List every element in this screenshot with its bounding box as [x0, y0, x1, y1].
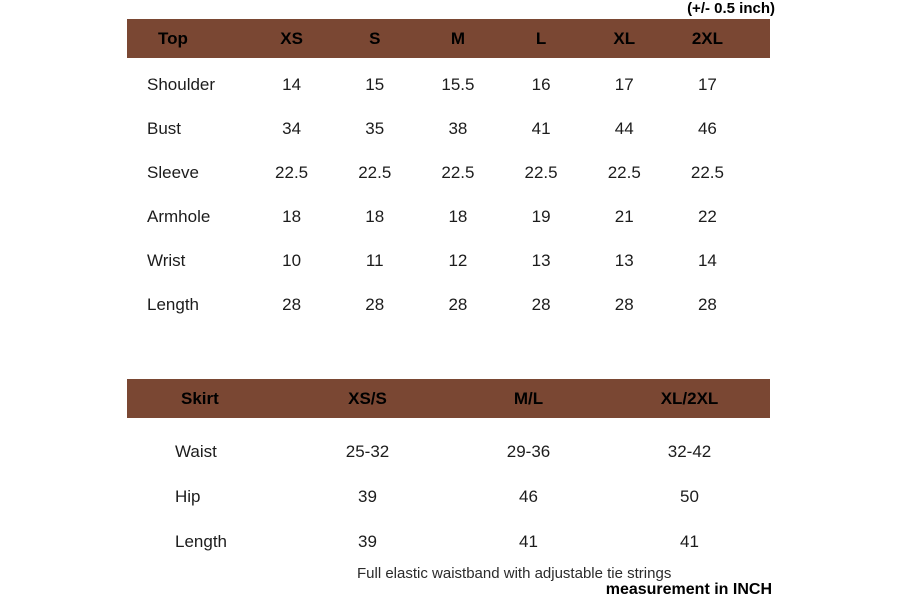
sleeve-xs: 22.5 [275, 163, 309, 182]
size-col-s: S [369, 28, 381, 48]
shoulder-s: 15 [365, 75, 385, 94]
size-col-m: M [450, 28, 465, 48]
shoulder-l: 16 [531, 75, 551, 94]
top-size-table: Top XS S M L XL 2XL Shoulder 14 15 15.5 … [127, 19, 770, 327]
shoulder-m: 15.5 [441, 75, 475, 94]
waist-xl-2xl: 32-42 [667, 441, 712, 461]
tolerance-note: (+/- 0.5 inch) [687, 0, 775, 17]
top-length-2xl: 28 [697, 295, 717, 314]
top-length-l: 28 [531, 295, 551, 314]
shoulder-xs: 14 [282, 75, 302, 94]
row-label: Armhole [147, 207, 211, 226]
hip-xs-s: 39 [358, 486, 377, 506]
size-col-xs: XS [280, 28, 303, 48]
row-skirt-length: Length 39 41 41 [127, 519, 770, 564]
hip-xl-2xl: 50 [680, 486, 699, 506]
skirt-length-xs-s: 39 [358, 531, 377, 551]
sleeve-l: 22.5 [524, 163, 558, 182]
waist-m-l: 29-36 [506, 441, 551, 461]
size-col-xs-s: XS/S [348, 388, 387, 408]
wrist-s: 11 [365, 251, 384, 270]
row-wrist: Wrist 10 11 12 13 13 14 [127, 239, 770, 283]
row-bust: Bust 34 35 38 41 44 46 [127, 107, 770, 151]
waist-xs-s: 25-32 [345, 441, 390, 461]
row-label: Wrist [147, 251, 186, 270]
bust-2xl: 46 [697, 119, 717, 138]
skirt-size-table: Skirt XS/S M/L XL/2XL Waist 25-32 29-36 … [127, 379, 770, 564]
wrist-m: 12 [448, 251, 468, 270]
row-label: Waist [175, 441, 217, 461]
sleeve-2xl: 22.5 [690, 163, 724, 182]
size-col-m-l: M/L [513, 388, 544, 408]
top-length-m: 28 [448, 295, 468, 314]
top-length-s: 28 [365, 295, 385, 314]
waistband-note: Full elastic waistband with adjustable t… [357, 565, 672, 582]
armhole-2xl: 22 [697, 207, 717, 226]
bust-m: 38 [448, 119, 468, 138]
size-col-2xl: 2XL [691, 28, 723, 48]
skirt-length-xl-2xl: 41 [680, 531, 699, 551]
armhole-s: 18 [365, 207, 385, 226]
armhole-xl: 21 [614, 207, 634, 226]
row-hip: Hip 39 46 50 [127, 474, 770, 519]
sleeve-m: 22.5 [441, 163, 475, 182]
row-sleeve: Sleeve 22.5 22.5 22.5 22.5 22.5 22.5 [127, 151, 770, 195]
shoulder-2xl: 17 [697, 75, 717, 94]
row-armhole: Armhole 18 18 18 19 21 22 [127, 195, 770, 239]
skirt-table-title: Skirt [181, 388, 219, 408]
size-col-xl: XL [613, 28, 636, 48]
skirt-table-header-row: Skirt XS/S M/L XL/2XL [127, 379, 770, 418]
row-label: Length [147, 295, 199, 314]
armhole-m: 18 [448, 207, 468, 226]
sleeve-s: 22.5 [358, 163, 392, 182]
wrist-2xl: 14 [697, 251, 717, 270]
wrist-l: 13 [531, 251, 551, 270]
top-table-header-row: Top XS S M L XL 2XL [127, 19, 770, 58]
armhole-xs: 18 [282, 207, 302, 226]
wrist-xl: 13 [614, 251, 634, 270]
top-table-body: Shoulder 14 15 15.5 16 17 17 Bust 34 35 … [127, 63, 770, 327]
row-shoulder: Shoulder 14 15 15.5 16 17 17 [127, 63, 770, 107]
row-top-length: Length 28 28 28 28 28 28 [127, 283, 770, 327]
skirt-table-body: Waist 25-32 29-36 32-42 Hip 39 46 50 Len… [127, 429, 770, 564]
bust-l: 41 [531, 119, 551, 138]
shoulder-xl: 17 [614, 75, 634, 94]
bust-s: 35 [365, 119, 385, 138]
wrist-xs: 10 [282, 251, 302, 270]
size-col-xl-2xl: XL/2XL [660, 388, 719, 408]
row-label: Sleeve [147, 163, 199, 182]
unit-note: measurement in INCH [605, 581, 772, 598]
size-col-l: L [535, 28, 547, 48]
top-table-title: Top [158, 28, 188, 48]
row-label: Hip [175, 486, 201, 506]
row-label: Bust [147, 119, 182, 138]
top-length-xl: 28 [614, 295, 634, 314]
bust-xl: 44 [614, 119, 634, 138]
skirt-length-m-l: 41 [519, 531, 538, 551]
row-waist: Waist 25-32 29-36 32-42 [127, 429, 770, 474]
hip-m-l: 46 [519, 486, 538, 506]
sleeve-xl: 22.5 [607, 163, 641, 182]
bust-xs: 34 [282, 119, 302, 138]
armhole-l: 19 [531, 207, 551, 226]
row-label: Length [175, 531, 227, 551]
top-length-xs: 28 [282, 295, 302, 314]
row-label: Shoulder [147, 75, 216, 94]
